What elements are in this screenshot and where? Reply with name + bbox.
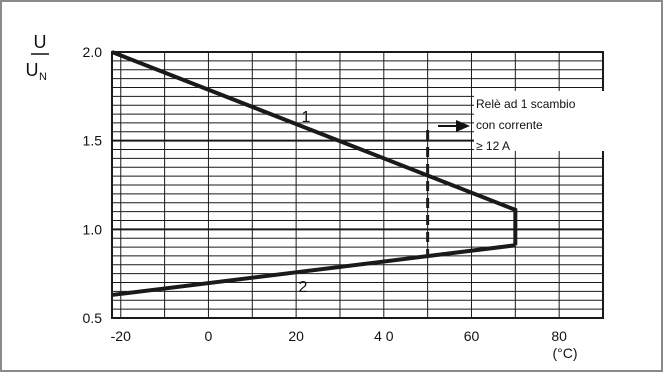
annotation-line-2: con corrente	[476, 118, 543, 132]
x-tick-label: 0	[205, 328, 213, 344]
x-tick-label: 20	[288, 328, 304, 344]
y-tick-label: 1.0	[83, 221, 103, 237]
annotation-arrow-icon	[456, 120, 470, 132]
series-2-line	[111, 243, 516, 297]
x-tick-label: 80	[551, 328, 567, 344]
y-title-numerator: U	[34, 32, 47, 52]
x-axis-unit: (°C)	[552, 345, 577, 361]
y-axis-title: U U N	[26, 32, 49, 83]
annotation: Relè ad 1 scambio con corrente ≥ 12 A	[438, 91, 604, 153]
y-tick-label: 2.0	[83, 44, 103, 60]
y-tick-label: 1.5	[83, 133, 103, 149]
annotation-line-1: Relè ad 1 scambio	[476, 97, 576, 111]
series-2-label: 2	[299, 279, 308, 296]
plot-border	[111, 51, 604, 319]
y-tick-label: 0.5	[83, 310, 103, 326]
y-title-subscript: N	[39, 71, 47, 83]
y-title-denominator: U	[26, 60, 39, 80]
grid	[111, 51, 604, 319]
tick-labels: -20 0 20 4 0 60 80 0.5 1.0 1.5 2.0	[83, 44, 568, 344]
annotation-line-3: ≥ 12 A	[476, 139, 510, 153]
series-1-line	[111, 50, 518, 246]
x-tick-label: 60	[464, 328, 480, 344]
series-layer	[111, 50, 518, 297]
x-tick-label: -20	[111, 328, 131, 344]
annotation-background	[474, 91, 604, 151]
series-1-label: 1	[302, 109, 311, 126]
x-tick-label: 4 0	[374, 328, 394, 344]
